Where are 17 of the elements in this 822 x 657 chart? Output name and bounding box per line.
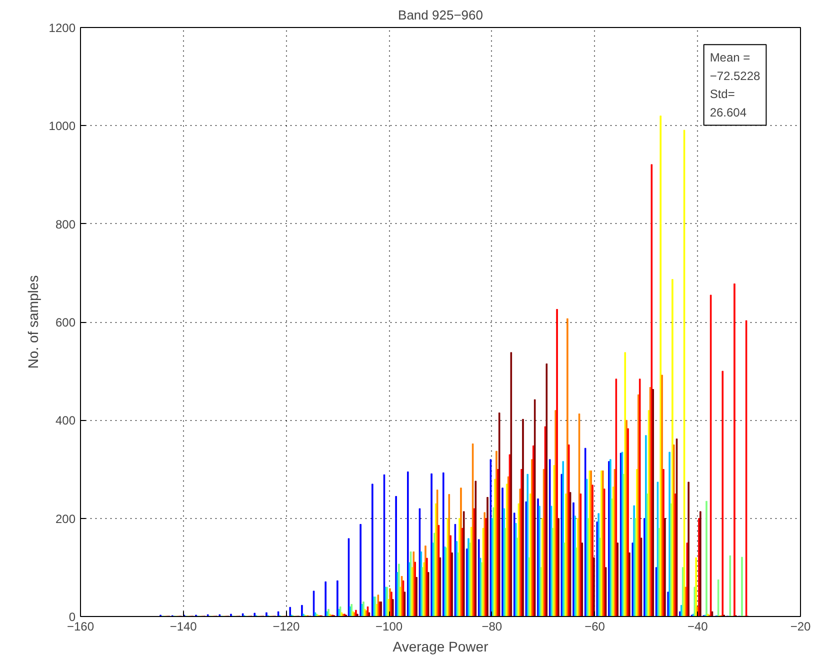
y-tick-label: 400 [55,414,76,428]
y-tick-label: 1200 [48,21,76,35]
x-tick-label: −20 [790,620,812,634]
x-axis-title: Average Power [392,638,489,654]
y-tick-label: 800 [55,217,76,232]
x-tick-label: −100 [376,620,403,634]
y-tick-label: 200 [55,512,76,526]
y-tick-label: 600 [55,316,76,330]
x-tick-label: −80 [482,620,502,634]
chart-title: Band 925−960 [398,8,483,22]
y-tick-label: 1000 [48,119,76,134]
x-tick-label: −140 [170,620,198,634]
x-tick-label: −60 [584,620,606,634]
y-axis-title: No. of samples [24,275,41,369]
x-tick-label: −120 [272,620,300,634]
x-tick-label: −40 [687,620,708,634]
annotation: Mean = −72.5228 Std= 26.604 [710,50,761,120]
